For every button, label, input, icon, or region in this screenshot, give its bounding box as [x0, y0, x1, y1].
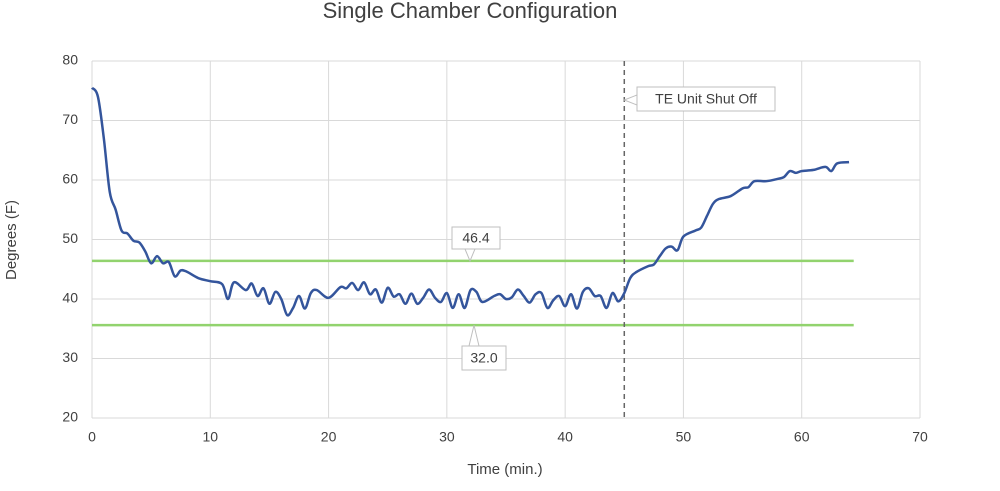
callout-label: 32.0	[470, 350, 497, 366]
x-axis-label: Time (min.)	[467, 461, 542, 478]
callout-label: TE Unit Shut Off	[655, 91, 757, 107]
y-tick-label: 20	[62, 409, 78, 425]
y-tick-label: 70	[62, 111, 78, 127]
x-tick-label: 10	[202, 429, 218, 445]
data-line	[90, 86, 850, 317]
callout-pointer	[622, 94, 638, 106]
callout-pointer	[464, 248, 476, 263]
x-tick-label: 20	[321, 429, 337, 445]
x-tick-label: 50	[676, 429, 692, 445]
x-tick-label: 40	[557, 429, 573, 445]
y-tick-label: 80	[62, 52, 78, 68]
callout-label: 46.4	[462, 230, 489, 246]
y-tick-label: 30	[62, 349, 78, 365]
x-tick-label: 70	[912, 429, 928, 445]
callout-box	[451, 226, 501, 250]
y-tick-label: 40	[62, 290, 78, 306]
y-tick-label: 60	[62, 171, 78, 187]
x-tick-label: 0	[88, 429, 96, 445]
callout-box	[461, 345, 507, 371]
x-tick-label: 60	[794, 429, 810, 445]
y-axis-label: Degrees (F)	[3, 200, 20, 280]
y-tick-label: 50	[62, 230, 78, 246]
x-tick-label: 30	[439, 429, 455, 445]
callout-pointer	[468, 325, 480, 347]
chart-title: Single Chamber Configuration	[323, 0, 618, 23]
